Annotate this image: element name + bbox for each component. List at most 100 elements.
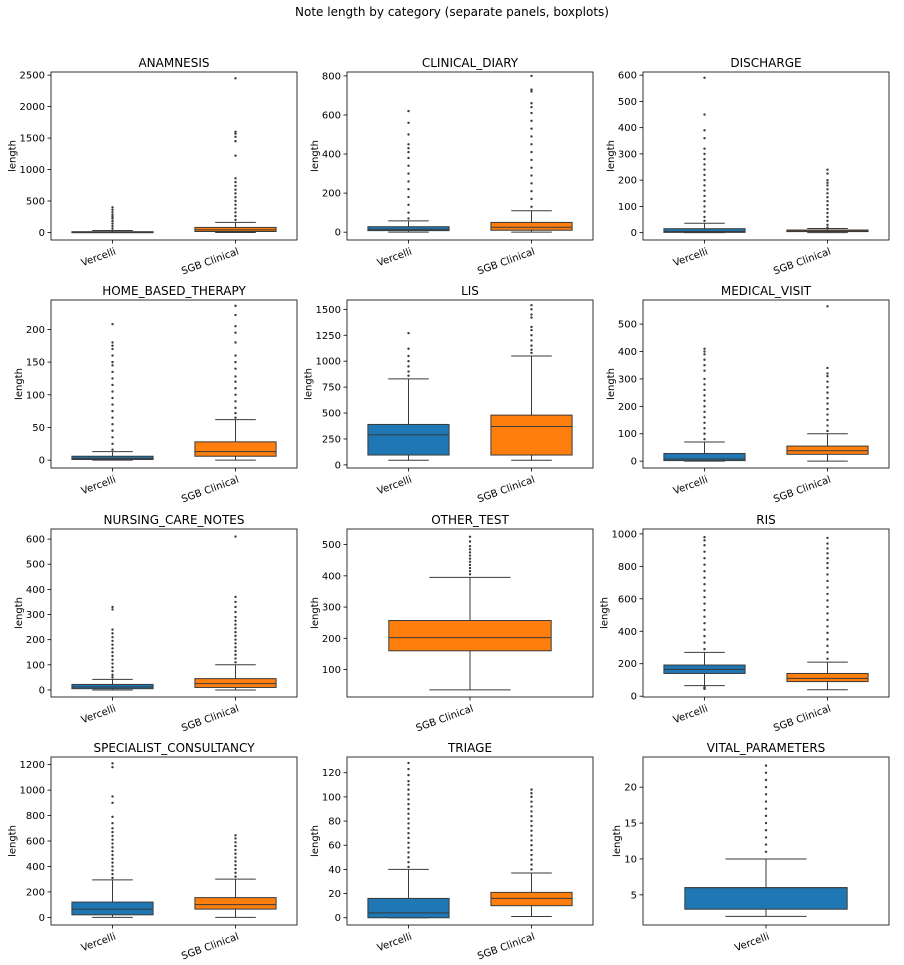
outlier-point xyxy=(530,313,533,316)
outlier-point xyxy=(530,197,533,201)
outlier-point xyxy=(764,764,768,767)
y-tick-label: 1000 xyxy=(20,165,45,176)
plot-frame xyxy=(642,71,890,241)
x-tick-label: Vercelli xyxy=(672,474,710,497)
y-tick-label: 2500 xyxy=(20,71,45,82)
outlier-point xyxy=(407,851,410,854)
outlier-point xyxy=(407,802,410,806)
y-tick-label: 400 xyxy=(618,347,637,358)
y-tick-label: 0 xyxy=(39,456,45,467)
outlier-point xyxy=(530,102,533,105)
iqr-box xyxy=(388,619,552,652)
outlier-point xyxy=(826,192,829,195)
outlier-point xyxy=(111,628,114,631)
outlier-point xyxy=(826,638,829,641)
y-tick-label: 10 xyxy=(624,854,637,865)
outlier-point xyxy=(234,406,237,410)
outlier-point xyxy=(826,178,829,182)
outlier-point xyxy=(111,632,114,635)
outlier-point xyxy=(234,380,237,383)
outlier-point xyxy=(111,208,114,211)
plot-frame xyxy=(346,71,594,241)
y-tick-label: 500 xyxy=(618,320,637,331)
outlier-point xyxy=(826,429,829,433)
outlier-point xyxy=(111,846,114,849)
y-tick-label: 1500 xyxy=(20,134,45,145)
outlier-point xyxy=(111,383,114,387)
outlier-point xyxy=(530,844,533,847)
outlier-point xyxy=(407,822,410,825)
outlier-point xyxy=(234,196,237,199)
box-sgb-clinical xyxy=(786,168,869,234)
outlier-point xyxy=(234,871,237,875)
outlier-point xyxy=(530,150,533,154)
outlier-point xyxy=(826,586,829,589)
outlier-point xyxy=(111,857,114,861)
outlier-point xyxy=(703,199,706,203)
outlier-point xyxy=(407,836,410,840)
outlier-point xyxy=(703,438,706,441)
outlier-point xyxy=(407,359,410,363)
outlier-point xyxy=(111,643,114,646)
outlier-point xyxy=(703,550,706,553)
outlier-point xyxy=(234,627,237,630)
outlier-point xyxy=(111,673,114,677)
outlier-point xyxy=(826,372,829,375)
iqr-box xyxy=(367,897,450,919)
x-tick-label: Vercelli xyxy=(80,246,118,269)
outlier-point xyxy=(111,830,114,834)
outlier-point xyxy=(703,421,706,424)
y-tick-label: 200 xyxy=(618,402,637,413)
y-tick-label: 200 xyxy=(26,325,45,336)
outlier-point xyxy=(468,557,472,560)
panel-title: VITAL_PARAMETERS xyxy=(707,741,826,755)
outlier-point xyxy=(234,619,237,622)
outlier-point xyxy=(111,409,114,413)
outlier-point xyxy=(703,394,706,397)
y-tick-label: 400 xyxy=(618,123,637,134)
outlier-point xyxy=(407,841,410,845)
box-sgb-clinical xyxy=(490,303,573,461)
outlier-point xyxy=(234,154,237,157)
x-tick-label: Vercelli xyxy=(376,931,414,954)
x-tick-label: SGB Clinical xyxy=(180,703,240,734)
panel-title: TRIAGE xyxy=(447,741,492,755)
outlier-point xyxy=(111,403,114,406)
outlier-point xyxy=(234,837,237,840)
plot-frame xyxy=(346,528,594,698)
y-tick-label: 100 xyxy=(618,429,637,440)
outlier-point xyxy=(234,207,237,210)
outlier-point xyxy=(234,595,237,599)
outlier-point xyxy=(111,211,114,214)
y-tick-label: 750 xyxy=(322,383,341,394)
iqr-box xyxy=(786,672,869,683)
outlier-point xyxy=(407,856,410,859)
outlier-point xyxy=(234,324,237,328)
outlier-point xyxy=(530,858,533,861)
outlier-point xyxy=(530,792,533,795)
outlier-point xyxy=(703,369,706,372)
outlier-point xyxy=(764,807,768,810)
outlier-point xyxy=(111,765,114,769)
outlier-point xyxy=(234,360,237,364)
outlier-point xyxy=(826,573,829,576)
outlier-point xyxy=(407,109,410,113)
y-tick-label: 500 xyxy=(26,560,45,571)
outlier-point xyxy=(703,76,706,79)
box-vercelli xyxy=(684,764,848,917)
outlier-point xyxy=(111,423,114,426)
outlier-point xyxy=(111,872,114,876)
outlier-point xyxy=(530,788,533,791)
outlier-point xyxy=(407,217,410,220)
outlier-point xyxy=(530,174,533,177)
outlier-point xyxy=(530,853,533,857)
y-tick-label: 800 xyxy=(26,811,45,822)
outlier-point xyxy=(111,442,114,446)
outlier-point xyxy=(703,544,706,547)
x-tick-label: SGB Clinical xyxy=(476,931,536,962)
panel-title: HOME_BASED_THERAPY xyxy=(102,284,246,298)
outlier-point xyxy=(703,189,706,192)
outlier-point xyxy=(826,657,829,661)
y-axis-label: length xyxy=(7,140,18,172)
y-tick-label: 0 xyxy=(335,228,341,239)
